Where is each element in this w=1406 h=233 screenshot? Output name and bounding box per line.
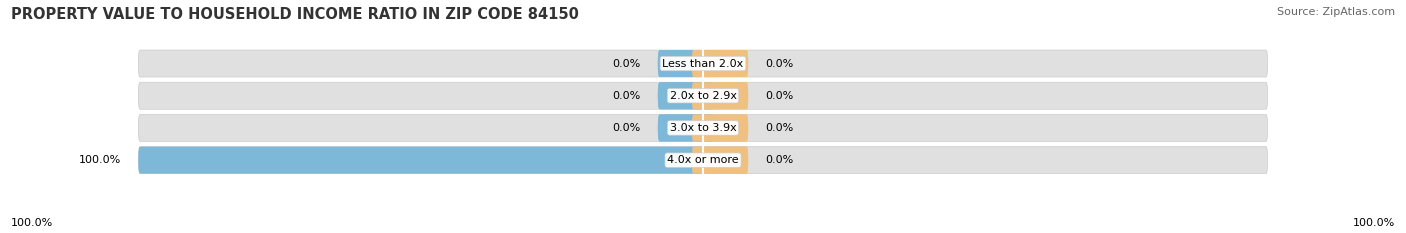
- Text: 0.0%: 0.0%: [765, 91, 793, 101]
- FancyBboxPatch shape: [658, 82, 714, 109]
- FancyBboxPatch shape: [702, 114, 748, 141]
- Text: 0.0%: 0.0%: [613, 58, 641, 69]
- Text: 0.0%: 0.0%: [613, 91, 641, 101]
- FancyBboxPatch shape: [702, 147, 748, 174]
- Text: 100.0%: 100.0%: [11, 218, 53, 228]
- Text: 0.0%: 0.0%: [765, 58, 793, 69]
- FancyBboxPatch shape: [138, 114, 1268, 141]
- FancyBboxPatch shape: [692, 114, 748, 141]
- FancyBboxPatch shape: [658, 82, 704, 109]
- FancyBboxPatch shape: [702, 50, 748, 77]
- FancyBboxPatch shape: [138, 82, 1268, 109]
- FancyBboxPatch shape: [658, 114, 714, 141]
- Text: 3.0x to 3.9x: 3.0x to 3.9x: [669, 123, 737, 133]
- Text: PROPERTY VALUE TO HOUSEHOLD INCOME RATIO IN ZIP CODE 84150: PROPERTY VALUE TO HOUSEHOLD INCOME RATIO…: [11, 7, 579, 22]
- Text: Source: ZipAtlas.com: Source: ZipAtlas.com: [1277, 7, 1395, 17]
- Text: 100.0%: 100.0%: [79, 155, 121, 165]
- Text: 2.0x to 2.9x: 2.0x to 2.9x: [669, 91, 737, 101]
- Text: 0.0%: 0.0%: [765, 155, 793, 165]
- FancyBboxPatch shape: [692, 82, 748, 109]
- Text: 0.0%: 0.0%: [613, 123, 641, 133]
- FancyBboxPatch shape: [658, 50, 704, 77]
- Text: 4.0x or more: 4.0x or more: [668, 155, 738, 165]
- FancyBboxPatch shape: [692, 50, 748, 77]
- FancyBboxPatch shape: [138, 147, 1268, 174]
- FancyBboxPatch shape: [138, 147, 704, 174]
- FancyBboxPatch shape: [138, 50, 1268, 77]
- FancyBboxPatch shape: [702, 82, 748, 109]
- FancyBboxPatch shape: [658, 114, 704, 141]
- Text: 0.0%: 0.0%: [765, 123, 793, 133]
- Text: Less than 2.0x: Less than 2.0x: [662, 58, 744, 69]
- FancyBboxPatch shape: [692, 147, 748, 174]
- Text: 100.0%: 100.0%: [1353, 218, 1395, 228]
- FancyBboxPatch shape: [658, 50, 714, 77]
